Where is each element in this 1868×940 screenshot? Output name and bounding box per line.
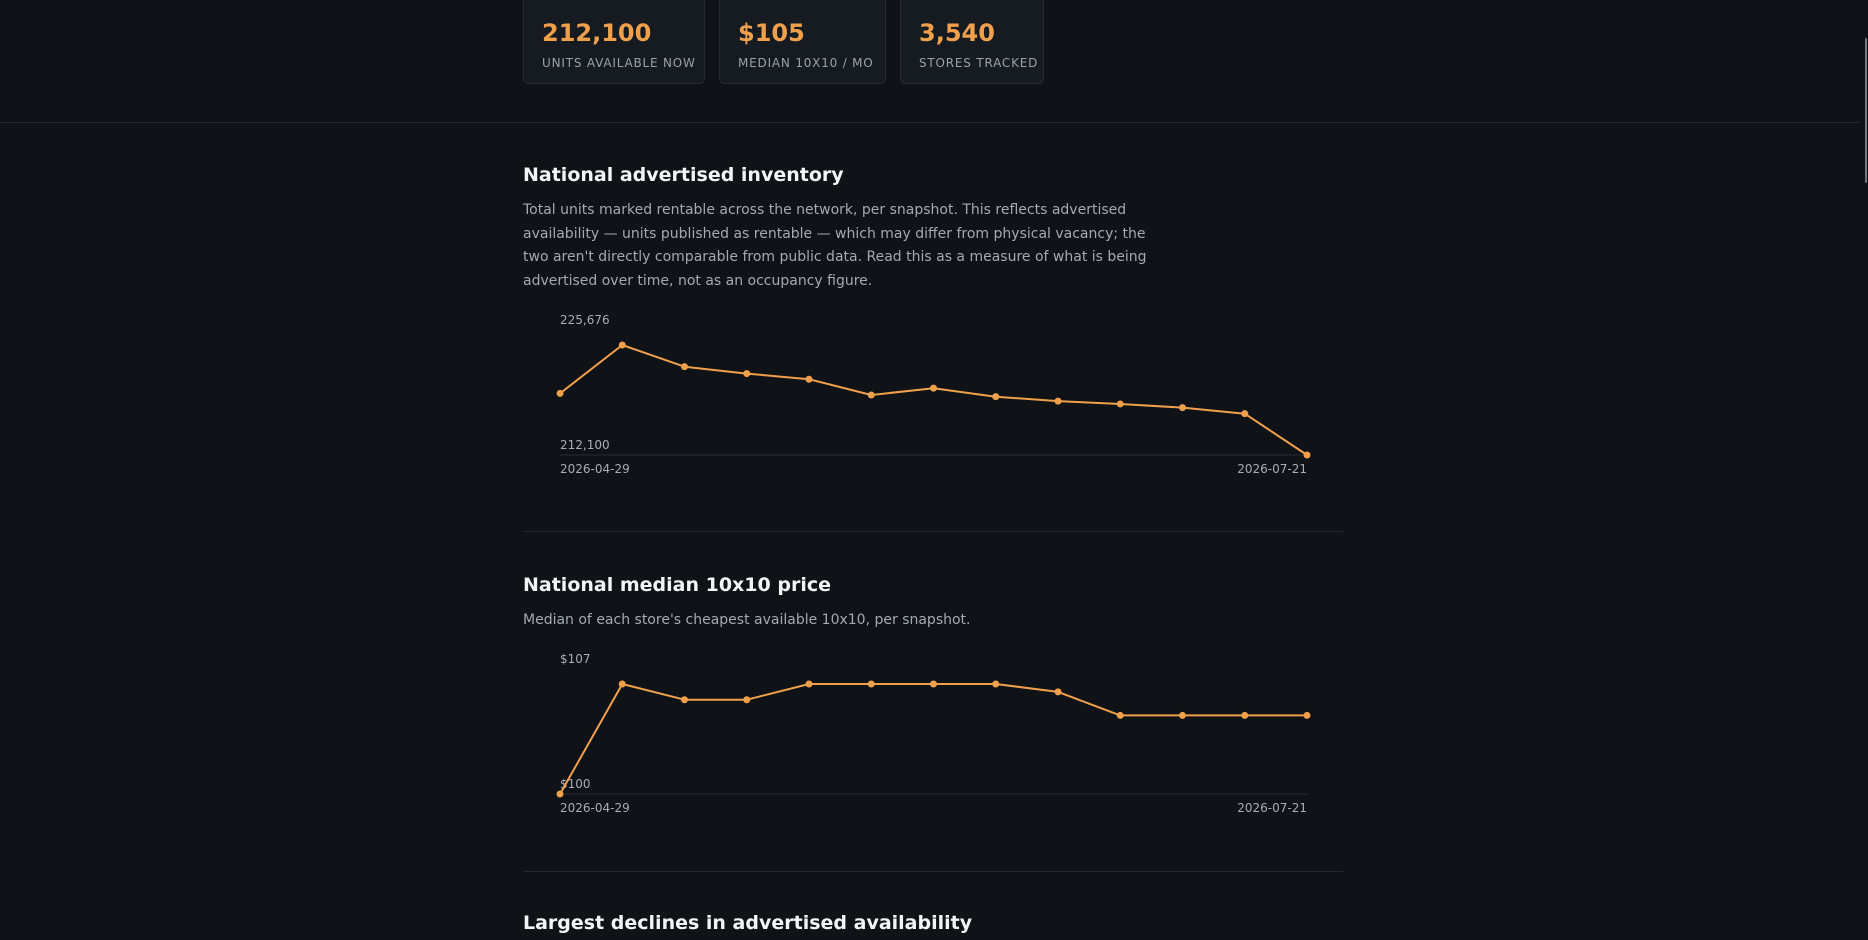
stat-label: STORES TRACKED: [919, 56, 1039, 70]
data-point: [930, 384, 937, 392]
section-description: Total units marked rentable across the n…: [523, 202, 1147, 289]
data-point: [743, 370, 751, 378]
data-point: [805, 375, 813, 383]
stat-card-median-price: $105 MEDIAN 10X10 / MO: [719, 0, 886, 84]
data-point: [1241, 711, 1249, 719]
x-axis-start-label: 2026-04-29: [560, 801, 630, 815]
section-title: Largest declines in advertised availabil…: [523, 912, 973, 934]
stat-value: $105: [738, 19, 805, 47]
stat-card-units: 212,100 UNITS AVAILABLE NOW: [523, 0, 705, 84]
stat-label: UNITS AVAILABLE NOW: [542, 56, 696, 70]
section-divider: [523, 531, 1343, 532]
data-point: [805, 680, 813, 688]
y-axis-max-label: 225,676: [560, 313, 610, 327]
data-point: [681, 363, 688, 371]
data-point: [1303, 711, 1311, 719]
data-point: [867, 680, 875, 688]
stat-card-stores: 3,540 STORES TRACKED: [900, 0, 1044, 84]
declines-section: Largest declines in advertised availabil…: [523, 911, 1343, 935]
stat-value: 3,540: [919, 19, 995, 47]
section-title: National advertised inventory: [523, 164, 844, 186]
price-chart: $107 $100 2026-04-29 2026-07-21: [523, 649, 1323, 819]
series-line: [559, 683, 1307, 795]
stats-row: 212,100 UNITS AVAILABLE NOW $105 MEDIAN …: [523, 0, 1044, 84]
x-axis-start-label: 2026-04-29: [560, 462, 630, 476]
inventory-line-chart: 225,676 212,100 2026-04-29 2026-07-21: [556, 313, 1311, 476]
data-point: [1054, 688, 1062, 696]
data-point: [556, 790, 564, 798]
price-section: National median 10x10 price Median of ea…: [523, 573, 1343, 633]
stat-label: MEDIAN 10X10 / MO: [738, 56, 874, 70]
data-point: [618, 680, 626, 688]
data-point: [930, 680, 937, 688]
data-point: [1179, 711, 1186, 719]
data-point: [556, 389, 564, 397]
x-axis-end-label: 2026-07-21: [1237, 462, 1307, 476]
stat-value: 212,100: [542, 19, 652, 47]
section-description: Median of each store's cheapest availabl…: [523, 612, 971, 628]
data-point: [1179, 404, 1186, 412]
data-point: [867, 391, 875, 399]
data-point: [618, 341, 626, 349]
inventory-section: National advertised inventory Total unit…: [523, 163, 1343, 293]
y-axis-max-label: $107: [560, 652, 591, 666]
data-point: [992, 680, 1000, 688]
data-point: [1116, 400, 1124, 408]
scrollbar-thumb[interactable]: [1865, 38, 1867, 183]
series-line: [559, 344, 1308, 456]
inventory-chart: 225,676 212,100 2026-04-29 2026-07-21: [523, 310, 1323, 480]
data-point: [1054, 397, 1062, 405]
data-point: [992, 393, 1000, 401]
section-title: National median 10x10 price: [523, 574, 831, 596]
y-axis-min-label: 212,100: [560, 438, 610, 452]
data-point: [681, 696, 688, 704]
section-divider: [523, 871, 1343, 872]
scrollbar[interactable]: [1860, 0, 1868, 940]
data-point: [743, 696, 751, 704]
x-axis-end-label: 2026-07-21: [1237, 801, 1307, 815]
data-point: [1116, 711, 1124, 719]
data-point: [1303, 451, 1311, 459]
data-point: [1241, 410, 1249, 418]
header-divider: [0, 122, 1860, 123]
